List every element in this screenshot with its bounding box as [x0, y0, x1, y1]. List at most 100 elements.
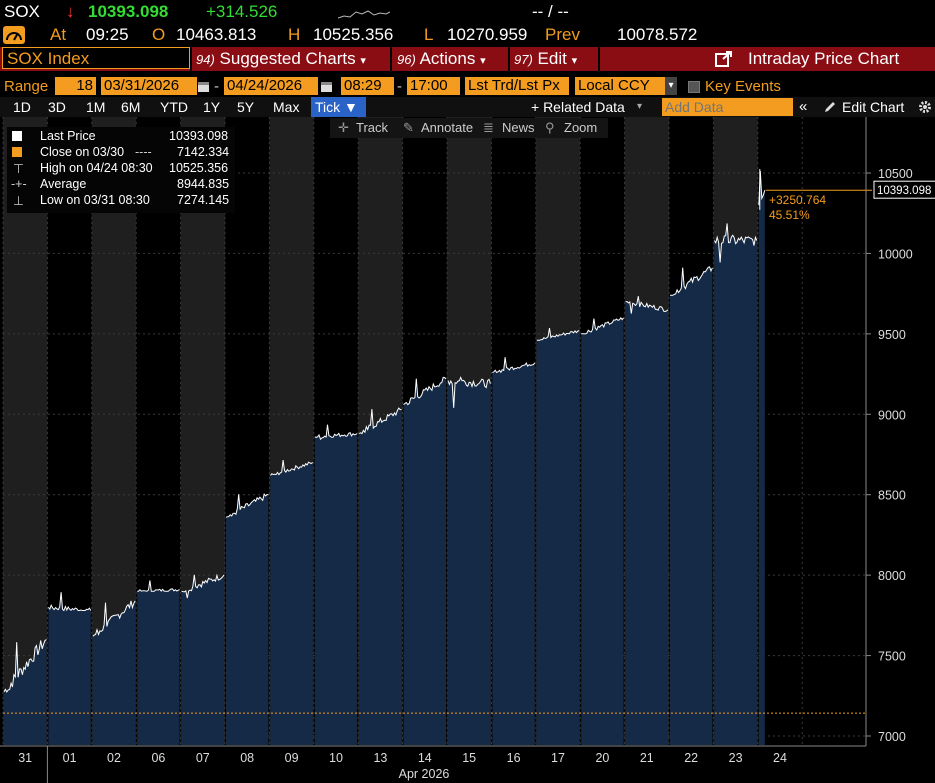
news-button[interactable]: News: [502, 120, 535, 135]
time-dash: -: [397, 78, 402, 95]
x-tick-label: 01: [63, 751, 77, 765]
session-area-21: [625, 296, 668, 745]
session-area-10: [314, 424, 358, 745]
bid-ask: -- / --: [532, 2, 569, 21]
price-line-22: [670, 266, 713, 296]
x-tick-label: 15: [462, 751, 476, 765]
actions-menu[interactable]: 96) Actions ▾: [397, 47, 486, 71]
period-3d[interactable]: 3D: [48, 99, 66, 115]
x-tick-label: 23: [729, 751, 743, 765]
chart-toolbar: ✛ Track ✎ Annotate ≣ News ⚲ Zoom: [330, 118, 608, 138]
track-button[interactable]: Track: [356, 120, 389, 135]
price-line-08: [225, 492, 269, 518]
period-1d[interactable]: 1D: [13, 99, 31, 115]
suggested-charts-menu[interactable]: 94) Suggested Charts ▾: [196, 47, 366, 71]
x-tick-label: 16: [507, 751, 521, 765]
session-area-13: [359, 408, 402, 745]
price-line-07: [181, 573, 225, 599]
calendar-icon[interactable]: [198, 80, 210, 93]
popout-icon[interactable]: [715, 51, 733, 67]
y-tick-label: 8000: [878, 569, 906, 583]
price-line-09: [270, 460, 314, 476]
prev-label: Prev: [545, 25, 580, 44]
edit-chart-button[interactable]: Edit Chart: [842, 99, 905, 115]
tick-dropdown[interactable]: Tick ▼: [311, 97, 366, 117]
period-5y[interactable]: 5Y: [237, 99, 255, 115]
price-field-value: Lst Trd/Lst Px: [468, 77, 560, 94]
last-price-tag-label: 10393.098: [877, 185, 931, 197]
session-area-08: [226, 494, 269, 745]
change-abs-label: +3250.764: [769, 193, 826, 207]
add-data-field[interactable]: [662, 98, 793, 116]
x-tick-label: 31: [18, 751, 32, 765]
calendar-icon[interactable]: [321, 80, 333, 93]
menu-label: Edit: [537, 49, 567, 68]
chart-title: Intraday Price Chart: [748, 47, 899, 71]
key-events-checkbox[interactable]: [688, 81, 700, 93]
ticker-line: SOX ↓ 10393.098 +314.526 -- / --: [0, 0, 935, 24]
legend-last-price: Last Price 10393.098: [7, 129, 235, 145]
quote-time: 09:25: [86, 25, 129, 44]
low-label: L: [424, 25, 434, 44]
end-date-field[interactable]: 04/24/2026: [224, 77, 318, 95]
price-line-15: [447, 376, 491, 408]
prev-value: 10078.572: [617, 25, 698, 44]
x-tick-label: 20: [595, 751, 609, 765]
range-bars-field[interactable]: 18: [55, 77, 96, 95]
price-line-31: [3, 639, 47, 693]
annotate-button[interactable]: Annotate: [421, 120, 474, 135]
pen-icon: ✎: [403, 120, 414, 135]
x-tick-label: 22: [684, 751, 698, 765]
currency-select[interactable]: Local CCY: [575, 77, 665, 95]
news-icon: ≣: [483, 120, 494, 135]
chart-legend: Last Price 10393.098 Close on 03/30 ----…: [7, 127, 235, 213]
start-date-field[interactable]: 03/31/2026: [101, 77, 197, 95]
pencil-icon: [825, 102, 835, 112]
legend-label: Last Price: [40, 129, 96, 143]
chevron-down-icon: ▾: [637, 101, 643, 112]
edit-menu[interactable]: 97) Edit ▾: [514, 47, 577, 71]
y-tick-label: 8500: [878, 489, 906, 503]
price-field-select[interactable]: Lst Trd/Lst Px: [465, 77, 569, 95]
period-1m[interactable]: 1M: [86, 99, 106, 115]
legend-value: 7142.334: [177, 145, 230, 159]
net-change: +314.526: [206, 2, 278, 21]
open-label: O: [152, 25, 166, 44]
security-field[interactable]: SOX Index: [2, 47, 190, 69]
x-tick-label: 10: [329, 751, 343, 765]
x-tick-label: 14: [418, 751, 432, 765]
session-area-01: [48, 592, 91, 745]
menu-bar: SOX Index 94) Suggested Charts ▾ 96) Act…: [0, 47, 935, 71]
legend-value: 10393.098: [169, 129, 229, 143]
high-value: 10525.356: [313, 25, 394, 44]
legend-average: -+- Average 8944.835: [7, 177, 235, 193]
x-tick-label: 07: [196, 751, 210, 765]
average-line-icon: -+-: [11, 177, 27, 191]
range-bar: Range 18 03/31/2026 - 04/24/2026 08:29 -…: [0, 76, 935, 97]
ticker-symbol: SOX: [4, 2, 40, 21]
end-time-field[interactable]: 17:00: [407, 77, 460, 95]
chevron-down-icon: ▾: [360, 55, 366, 67]
legend-prev-close: Close on 03/30 ---- 7142.334: [7, 145, 235, 161]
period-6m[interactable]: 6M: [121, 99, 141, 115]
add-data-input[interactable]: [662, 98, 793, 116]
period-max[interactable]: Max: [273, 99, 300, 115]
gear-icon[interactable]: [918, 100, 932, 114]
period-1y[interactable]: 1Y: [203, 99, 221, 115]
legend-label: Close on 03/30: [40, 145, 125, 159]
session-area-07: [181, 574, 224, 745]
x-tick-label: 21: [640, 751, 654, 765]
sparkline-icon: [338, 10, 390, 19]
price-line-06: [137, 580, 180, 592]
collapse-icon[interactable]: «: [799, 98, 808, 115]
start-time-field[interactable]: 08:29: [341, 77, 394, 95]
zoom-button[interactable]: Zoom: [564, 120, 598, 135]
period-ytd[interactable]: YTD: [160, 99, 188, 115]
range-bars-value: 18: [76, 77, 93, 94]
start-date-value: 03/31/2026: [104, 77, 180, 94]
currency-dropdown-button[interactable]: ▾: [665, 77, 677, 95]
menu-number: 96): [397, 52, 416, 67]
high-label: H: [288, 25, 301, 44]
related-data-button[interactable]: + Related Data: [531, 99, 625, 115]
